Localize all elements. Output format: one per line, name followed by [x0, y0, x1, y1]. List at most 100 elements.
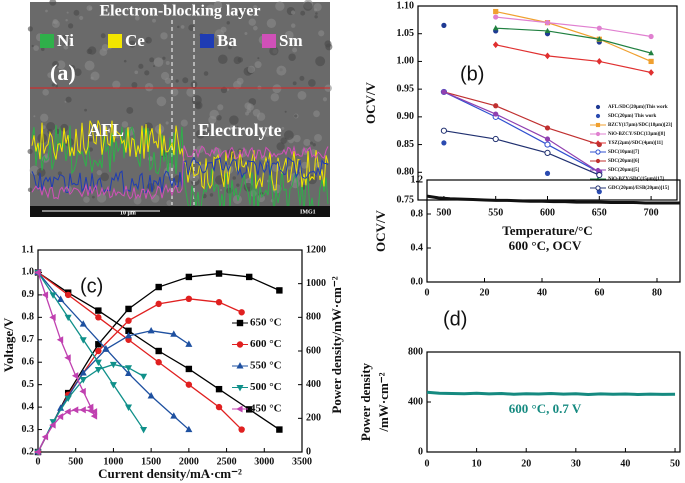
x-tick-label: 20 — [521, 458, 531, 469]
grain — [27, 187, 33, 192]
grain — [322, 97, 328, 102]
grain — [46, 121, 56, 131]
grain — [188, 24, 195, 32]
y-tick-label: 0.75 — [397, 194, 415, 205]
grain — [206, 4, 216, 14]
micrograph — [30, 2, 330, 206]
data-point — [648, 58, 654, 65]
data-point — [441, 140, 447, 146]
grain — [231, 41, 234, 45]
grain — [272, 184, 282, 194]
legend-label: 500 °C — [250, 381, 282, 393]
grain — [96, 170, 102, 176]
legend-marker — [595, 122, 601, 128]
series-line — [495, 16, 652, 38]
element-label: Ce — [125, 31, 145, 50]
legend-label: 600 °C — [250, 338, 282, 350]
legend-marker — [236, 405, 243, 413]
annotation: 600 °C, 0.7 V — [509, 401, 582, 416]
data-point — [185, 273, 193, 281]
grain — [284, 30, 294, 40]
grain — [86, 48, 93, 55]
grain — [152, 18, 156, 23]
grain — [257, 57, 260, 60]
data-point — [49, 292, 57, 299]
element-swatch — [262, 34, 276, 48]
region-label: AFL — [88, 120, 124, 140]
grain — [66, 11, 69, 14]
data-point — [648, 33, 654, 40]
data-point — [215, 385, 223, 393]
grain — [88, 147, 93, 152]
grain — [270, 93, 279, 102]
power-line — [37, 409, 95, 453]
data-point — [441, 89, 447, 95]
grain — [37, 133, 48, 144]
data-point — [95, 341, 102, 348]
data-point — [64, 395, 72, 402]
y-tick-label: 0.7 — [22, 334, 35, 345]
grain — [263, 129, 272, 137]
data-point — [41, 291, 49, 299]
x-tick-label: 3500 — [292, 456, 312, 467]
grain — [84, 60, 95, 71]
legend-marker — [595, 131, 601, 137]
series-line — [37, 272, 145, 430]
x-tick-label: 1000 — [103, 456, 123, 467]
y-tick-label: 1.00 — [397, 56, 415, 67]
legend-label: 450 °C — [250, 403, 282, 415]
data-point — [94, 359, 102, 367]
grain — [33, 45, 39, 51]
grain — [229, 115, 239, 125]
y-axis-label: Power density — [358, 362, 373, 441]
grain — [62, 35, 67, 39]
legend-label: SDC(20μm)[6] — [608, 159, 639, 164]
data-point — [86, 407, 94, 415]
grain — [315, 12, 318, 15]
grain — [68, 23, 74, 29]
data-point — [64, 291, 72, 299]
data-point — [57, 404, 65, 411]
y-tick-label: 0.9 — [22, 289, 35, 300]
data-point — [276, 287, 283, 294]
element-label: Sm — [279, 31, 303, 50]
power-line — [37, 298, 242, 453]
panel-label: (a) — [50, 60, 76, 85]
grain — [245, 111, 249, 116]
grain — [49, 0, 57, 6]
data-point — [246, 406, 253, 413]
legend-label: 650 °C — [250, 317, 282, 329]
grain — [166, 200, 173, 206]
eds-profile — [31, 120, 329, 191]
data-point — [102, 345, 110, 352]
grain — [156, 96, 167, 107]
grain — [292, 81, 297, 86]
grain — [84, 108, 87, 112]
grain — [301, 161, 309, 169]
grain — [74, 68, 82, 76]
data-point — [648, 69, 654, 76]
data-point — [544, 170, 551, 176]
data-point — [79, 369, 87, 376]
y-tick-label: 800 — [408, 346, 423, 357]
grain — [128, 40, 136, 48]
y-tick-label: 1.1 — [22, 244, 35, 255]
grain — [63, 40, 70, 47]
data-point — [170, 330, 178, 337]
x-tick-label: 500 — [68, 456, 83, 467]
grain — [160, 32, 168, 40]
data-point — [71, 372, 79, 380]
grain — [27, 148, 33, 155]
data-point — [544, 141, 551, 148]
series-line — [426, 194, 680, 205]
legend-marker — [236, 362, 244, 369]
data-point — [492, 25, 499, 31]
x-tick-label: 60 — [595, 287, 605, 298]
data-point — [544, 149, 551, 156]
data-point — [215, 270, 223, 277]
grain — [253, 5, 258, 10]
y-tick-label: 0.85 — [397, 139, 415, 150]
y-tick-label: 400 — [408, 396, 423, 407]
grain — [186, 87, 196, 97]
grain — [178, 7, 181, 11]
